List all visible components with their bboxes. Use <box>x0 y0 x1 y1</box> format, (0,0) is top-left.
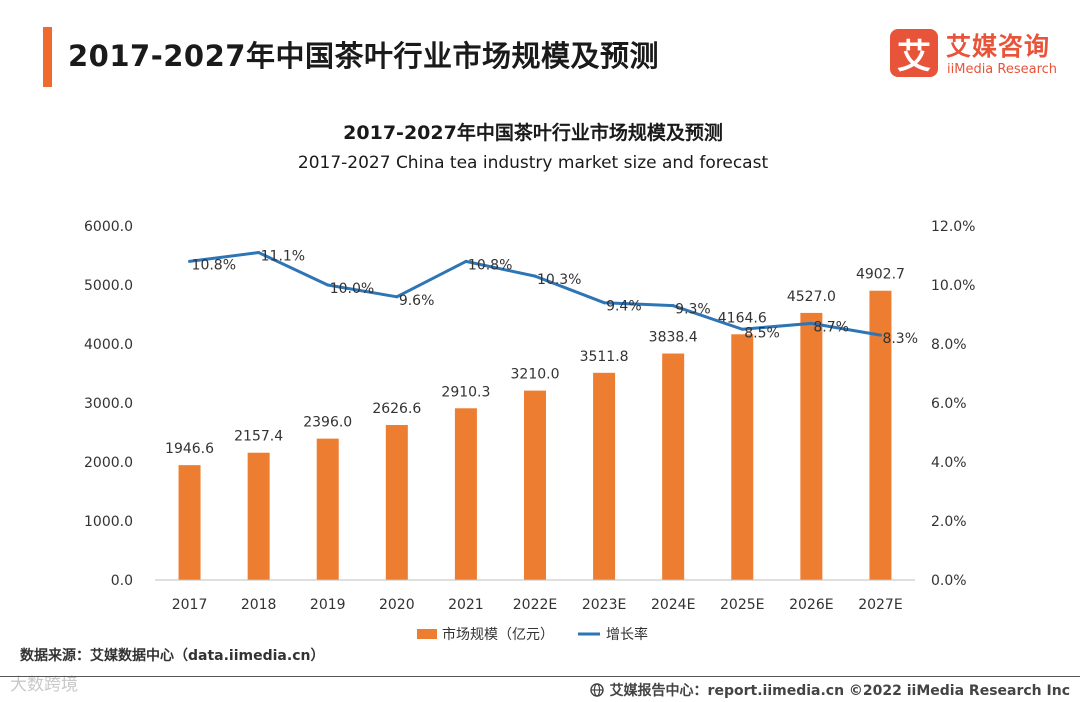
growth-rate-point <box>740 327 744 331</box>
growth-rate-label: 10.0% <box>330 281 374 297</box>
bar-value-label: 3838.4 <box>649 330 698 346</box>
growth-rate-point <box>602 301 606 305</box>
growth-rate-point <box>464 259 468 263</box>
y-right-tick-label: 2.0% <box>931 514 967 530</box>
bar-value-label: 1946.6 <box>165 441 214 457</box>
x-tick-label: 2027E <box>858 597 902 613</box>
bar <box>800 312 823 580</box>
y-left-tick-label: 2000.0 <box>84 455 133 471</box>
y-left-tick-label: 1000.0 <box>84 514 133 530</box>
bar <box>662 353 685 580</box>
growth-rate-label: 9.4% <box>606 299 642 315</box>
growth-rate-line <box>189 251 881 337</box>
growth-rate-label: 10.3% <box>537 272 581 288</box>
bar <box>524 390 546 580</box>
logo-mark-icon: 艾 <box>890 29 938 77</box>
bar-value-label: 2626.6 <box>372 401 421 417</box>
growth-rate-point <box>188 259 192 263</box>
growth-rate-point <box>533 274 537 278</box>
brand-logo: 艾 艾媒咨询 iiMedia Research <box>890 29 1065 81</box>
footer-divider <box>0 676 1080 677</box>
bar <box>593 372 616 580</box>
x-tick-label: 2019 <box>310 597 346 613</box>
title-accent-bar <box>43 27 52 87</box>
chart-subtitle: 2017-2027 China tea industry market size… <box>297 153 769 173</box>
footer-text: 艾媒报告中心：report.iimedia.cn ©2022 iiMedia R… <box>609 683 1070 699</box>
y-left-tick-label: 3000.0 <box>84 396 133 412</box>
bar-value-label: 3511.8 <box>580 349 629 365</box>
y-left-tick-label: 6000.0 <box>84 219 133 235</box>
bar <box>385 425 408 580</box>
bar <box>869 290 892 580</box>
legend-line-label: 增长率 <box>606 626 648 643</box>
bar <box>247 452 270 580</box>
bar <box>178 465 201 580</box>
bar-value-label: 4527.0 <box>787 289 836 305</box>
bar-value-label: 3210.0 <box>511 367 560 383</box>
logo-name-cn: 艾媒咨询 <box>946 32 1051 61</box>
y-right-tick-label: 8.0% <box>931 337 967 353</box>
x-tick-label: 2024E <box>651 597 695 613</box>
growth-rate-point <box>671 304 675 308</box>
x-tick-label: 2026E <box>789 597 833 613</box>
logo-name-en: iiMedia Research <box>947 62 1058 77</box>
y-right-tick-label: 10.0% <box>931 278 975 294</box>
x-tick-label: 2023E <box>582 597 626 613</box>
x-tick-label: 2020 <box>379 597 415 613</box>
x-tick-label: 2018 <box>241 597 277 613</box>
growth-rate-label: 10.8% <box>192 257 236 273</box>
growth-rate-point <box>395 295 399 299</box>
growth-rate-label: 11.1% <box>261 249 305 265</box>
watermark: 大数跨境 <box>10 675 78 695</box>
legend-bar-label: 市场规模（亿元） <box>442 626 554 643</box>
bar-value-label: 4164.6 <box>718 310 767 326</box>
x-tick-label: 2022E <box>513 597 557 613</box>
growth-rate-point <box>878 333 882 337</box>
x-tick-label: 2025E <box>720 597 764 613</box>
y-right-tick-label: 12.0% <box>931 219 975 235</box>
x-tick-label: 2017 <box>172 597 208 613</box>
y-left-tick-label: 5000.0 <box>84 278 133 294</box>
growth-rate-label: 8.7% <box>813 319 849 335</box>
bar-value-label: 2396.0 <box>303 415 352 431</box>
y-left-tick-label: 4000.0 <box>84 337 133 353</box>
growth-rate-label: 9.3% <box>675 302 711 318</box>
bar <box>454 408 477 580</box>
growth-rate-label: 8.3% <box>882 331 918 347</box>
growth-rate-point <box>326 283 330 287</box>
bar <box>316 438 339 580</box>
bar-value-label: 2157.4 <box>234 429 283 445</box>
bar <box>731 334 754 580</box>
growth-rate-label: 9.6% <box>399 293 435 309</box>
growth-rate-point <box>257 251 261 255</box>
growth-rate-point <box>809 321 813 325</box>
growth-rate-label: 10.8% <box>468 257 512 273</box>
legend-bar-swatch <box>417 629 437 639</box>
y-right-tick-label: 0.0% <box>931 573 967 589</box>
y-right-tick-label: 4.0% <box>931 455 967 471</box>
page-title: 2017-2027年中国茶叶行业市场规模及预测 <box>68 39 659 73</box>
footer: 艾媒报告中心：report.iimedia.cn ©2022 iiMedia R… <box>589 680 1070 700</box>
globe-icon <box>589 683 604 697</box>
y-left-tick-label: 0.0 <box>111 573 133 589</box>
data-source: 数据来源：艾媒数据中心（data.iimedia.cn） <box>20 648 325 664</box>
y-right-tick-label: 6.0% <box>931 396 967 412</box>
bar-value-label: 4902.7 <box>856 267 905 283</box>
x-tick-label: 2021 <box>448 597 484 613</box>
bar-value-label: 2910.3 <box>441 384 490 400</box>
growth-rate-label: 8.5% <box>744 325 780 341</box>
chart-title: 2017-2027年中国茶叶行业市场规模及预测 <box>343 122 723 144</box>
